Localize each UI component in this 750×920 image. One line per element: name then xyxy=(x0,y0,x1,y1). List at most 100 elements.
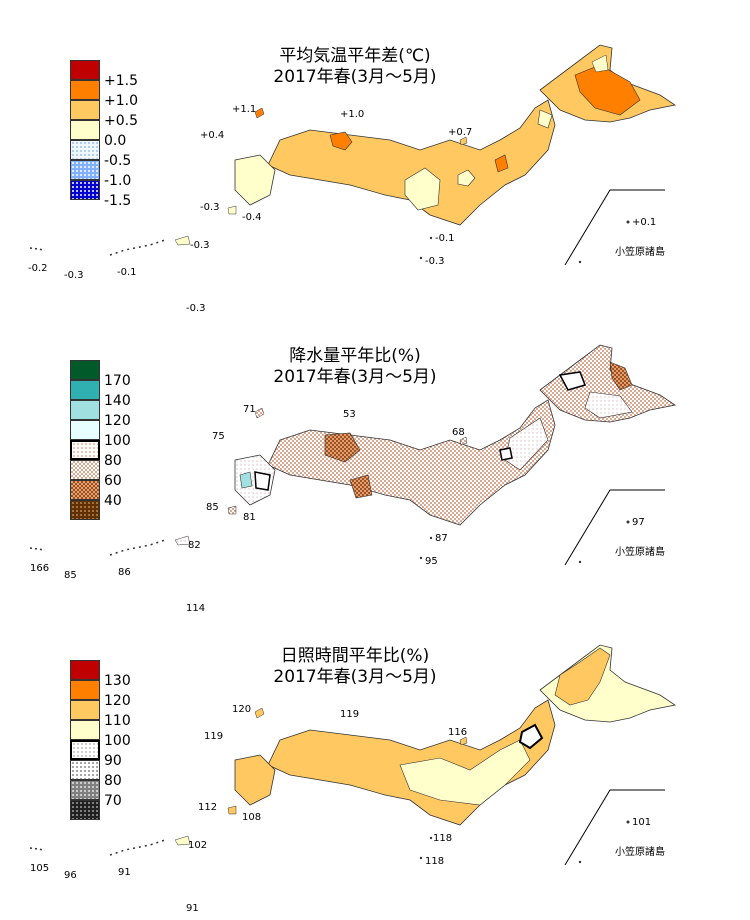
legend-label-6: 60 xyxy=(104,473,122,489)
station-value: 96 xyxy=(64,870,77,881)
legend-label-2: 140 xyxy=(104,393,131,409)
ogasawara-label: 小笠原諸島 xyxy=(615,547,665,558)
legend-swatch-7 xyxy=(70,180,100,200)
legend-swatch-3 xyxy=(70,100,100,120)
legend-swatch-2 xyxy=(70,680,100,700)
station-value: 118 xyxy=(425,856,445,867)
legend-swatch-5 xyxy=(70,740,100,760)
station-value: 105 xyxy=(30,863,50,874)
legend-label-5: 80 xyxy=(104,453,122,469)
station-value: 53 xyxy=(343,409,356,420)
legend-label-3: 120 xyxy=(104,413,131,429)
precipitation-map xyxy=(29,344,677,566)
station-value: -0.3 xyxy=(190,240,210,251)
legend-swatch-2 xyxy=(70,380,100,400)
station-value: 166 xyxy=(30,563,50,574)
legend-swatch-1 xyxy=(70,660,100,680)
station-value: 112 xyxy=(198,802,218,813)
legend-label-5: 90 xyxy=(104,753,122,769)
station-value: -0.4 xyxy=(242,212,262,223)
legend-swatch-5 xyxy=(70,440,100,460)
station-value: +0.1 xyxy=(632,217,657,228)
station-value: 85 xyxy=(64,570,77,581)
station-value: 114 xyxy=(186,603,206,614)
legend-label-4: 0.0 xyxy=(104,133,127,149)
legend-swatch-1 xyxy=(70,360,100,380)
ogasawara-inset-frame xyxy=(564,189,665,266)
legend-swatch-4 xyxy=(70,420,100,440)
ogasawara-label: 小笠原諸島 xyxy=(615,247,665,258)
legend-label-4: 100 xyxy=(104,733,131,749)
temperature-panel: 平均気温平年差(℃) 2017年春(3月～5月) +1.5 +1.0 +0.5 … xyxy=(0,0,750,314)
temperature-title-main: 平均気温平年差(℃) xyxy=(279,46,431,66)
station-value: 91 xyxy=(186,903,199,914)
station-value: 91 xyxy=(118,867,131,878)
station-value: -0.3 xyxy=(425,256,445,267)
station-value: -0.1 xyxy=(117,267,137,278)
legend-label-6: -1.0 xyxy=(104,173,132,189)
station-value: -0.1 xyxy=(435,233,455,244)
legend-label-5: -0.5 xyxy=(104,153,132,169)
legend-swatch-7 xyxy=(70,480,100,500)
station-value: 119 xyxy=(204,731,224,742)
sunshine-title: 日照時間平年比(%) 2017年春(3月～5月) xyxy=(230,646,480,688)
temperature-title: 平均気温平年差(℃) 2017年春(3月～5月) xyxy=(230,46,480,88)
station-value: -0.2 xyxy=(28,263,48,274)
station-value: 71 xyxy=(243,404,256,415)
sunshine-panel: 日照時間平年比(%) 2017年春(3月～5月) 130 120 110 100… xyxy=(0,600,750,914)
precipitation-title: 降水量平年比(%) 2017年春(3月～5月) xyxy=(230,346,480,388)
legend-swatch-6 xyxy=(70,160,100,180)
legend-label-6: 80 xyxy=(104,773,122,789)
station-value: 82 xyxy=(188,540,201,551)
legend-swatch-8 xyxy=(70,800,100,820)
station-value: 95 xyxy=(425,556,438,567)
station-value: 120 xyxy=(232,704,252,715)
precipitation-title-period: 2017年春(3月～5月) xyxy=(273,367,437,387)
sunshine-title-main: 日照時間平年比(%) xyxy=(280,646,430,666)
legend-swatch-6 xyxy=(70,460,100,480)
station-value: -0.3 xyxy=(186,303,206,314)
legend-swatch-6 xyxy=(70,760,100,780)
legend-swatch-4 xyxy=(70,120,100,140)
ogasawara-label: 小笠原諸島 xyxy=(615,847,665,858)
legend-label-1: +1.5 xyxy=(104,73,138,89)
precipitation-title-main: 降水量平年比(%) xyxy=(289,346,421,366)
legend-label-1: 130 xyxy=(104,673,131,689)
legend-swatch-4 xyxy=(70,720,100,740)
station-value: 119 xyxy=(340,709,360,720)
station-value: +0.4 xyxy=(200,130,225,141)
legend-label-1: 170 xyxy=(104,373,131,389)
temperature-title-period: 2017年春(3月～5月) xyxy=(273,67,437,87)
legend-label-7: -1.5 xyxy=(104,193,132,209)
legend-swatch-5 xyxy=(70,140,100,160)
legend-swatch-7 xyxy=(70,780,100,800)
station-value: 102 xyxy=(188,840,208,851)
legend-swatch-2 xyxy=(70,80,100,100)
legend-label-7: 40 xyxy=(104,493,122,509)
legend-swatch-1 xyxy=(70,60,100,80)
legend-label-7: 70 xyxy=(104,793,122,809)
sunshine-map xyxy=(29,644,677,866)
station-value: 86 xyxy=(118,567,131,578)
station-value: 108 xyxy=(242,812,262,823)
station-value: -0.3 xyxy=(200,202,220,213)
legend-swatch-8 xyxy=(70,500,100,520)
station-value: 118 xyxy=(433,833,453,844)
legend-label-3: +0.5 xyxy=(104,113,138,129)
legend-label-3: 110 xyxy=(104,713,131,729)
station-value: 81 xyxy=(243,512,256,523)
station-value: 101 xyxy=(632,817,652,828)
station-value: 97 xyxy=(632,517,645,528)
station-value: +0.7 xyxy=(448,127,473,138)
sunshine-title-period: 2017年春(3月～5月) xyxy=(273,667,437,687)
station-value: -0.3 xyxy=(64,270,84,281)
station-value: +1.0 xyxy=(340,109,365,120)
legend-swatch-3 xyxy=(70,400,100,420)
legend-label-2: 120 xyxy=(104,693,131,709)
station-value: 87 xyxy=(435,533,448,544)
station-value: +1.1 xyxy=(232,104,257,115)
kyushu-region xyxy=(234,154,276,206)
legend-label-2: +1.0 xyxy=(104,93,138,109)
station-value: 85 xyxy=(206,502,219,513)
station-value: 68 xyxy=(452,427,465,438)
